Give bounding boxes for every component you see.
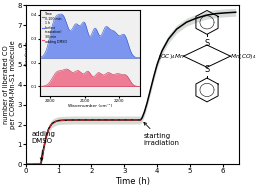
Y-axis label: number of liberated CO
per CORM-Mn-S1 molecule: number of liberated CO per CORM-Mn-S1 mo… (3, 40, 16, 129)
Text: adding
DMSO: adding DMSO (32, 131, 56, 161)
Text: starting
irradiation: starting irradiation (143, 122, 179, 146)
X-axis label: Time (h): Time (h) (115, 177, 150, 186)
